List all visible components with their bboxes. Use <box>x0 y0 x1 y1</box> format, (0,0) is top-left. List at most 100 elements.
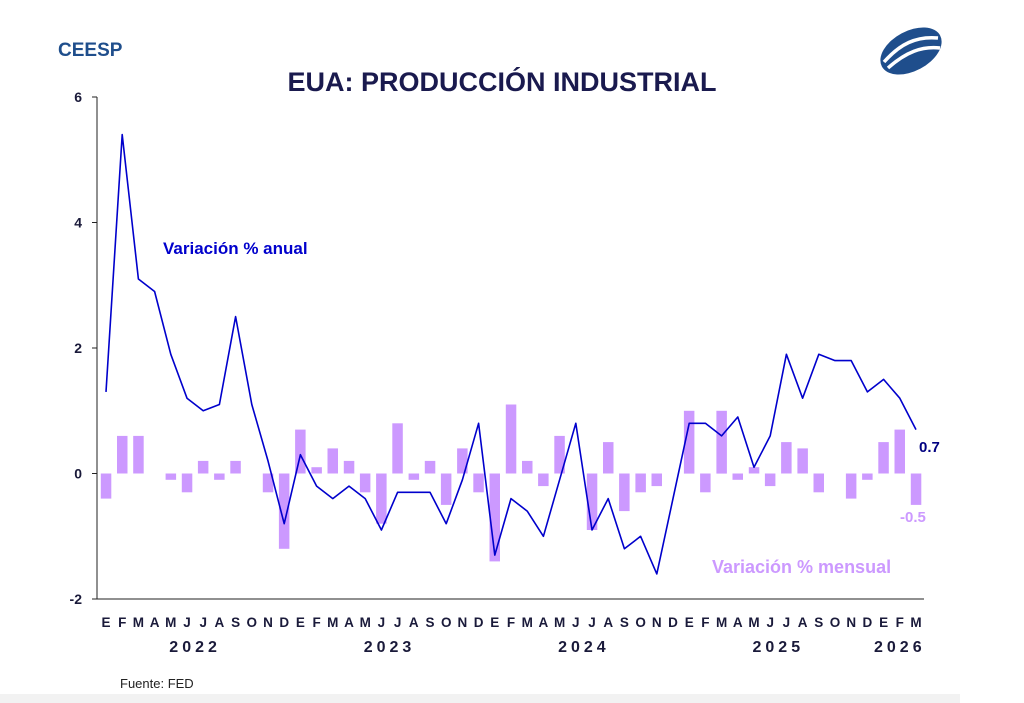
month-label: M <box>522 615 533 630</box>
month-label: F <box>701 615 709 630</box>
month-label: N <box>458 615 468 630</box>
month-label: F <box>118 615 126 630</box>
bar-mensual <box>262 473 274 493</box>
month-label: S <box>814 615 823 630</box>
month-label: O <box>635 615 646 630</box>
ceesp-logo-icon <box>880 27 942 75</box>
month-label: J <box>766 615 774 630</box>
bar-mensual <box>424 460 436 474</box>
bar-mensual <box>457 448 468 474</box>
month-label: A <box>150 615 160 630</box>
month-label: A <box>539 615 549 630</box>
bar-mensual <box>473 473 484 493</box>
bottom-strip <box>0 694 960 703</box>
month-label: D <box>863 615 873 630</box>
month-label: D <box>668 615 678 630</box>
bar-mensual <box>133 435 144 474</box>
month-label: E <box>490 615 499 630</box>
month-label: A <box>603 615 613 630</box>
bar-mensual <box>408 473 420 480</box>
month-label: O <box>830 615 841 630</box>
month-label: M <box>360 615 371 630</box>
bar-mensual <box>392 423 403 474</box>
bar-mensual <box>732 473 743 480</box>
bar-mensual <box>700 473 711 493</box>
source-note: Fuente: FED <box>120 676 194 691</box>
month-label: M <box>133 615 144 630</box>
bar-mensual <box>197 460 209 474</box>
month-label: S <box>231 615 240 630</box>
brand-logo-text: CEESP <box>58 40 123 61</box>
month-label: O <box>247 615 258 630</box>
month-label: J <box>378 615 386 630</box>
bar-mensual <box>619 473 630 512</box>
series-label-mensual: Variación % mensual <box>712 557 891 577</box>
year-label: 2022 <box>169 639 221 656</box>
bar-mensual <box>359 473 371 493</box>
chart-title: EUA: PRODUCCIÓN INDUSTRIAL <box>288 66 717 97</box>
bar-mensual <box>278 473 290 549</box>
month-label: A <box>409 615 419 630</box>
bar-mensual <box>214 473 225 480</box>
month-label: M <box>748 615 759 630</box>
month-label: M <box>554 615 565 630</box>
bar-mensual <box>878 442 889 474</box>
month-label: A <box>215 615 225 630</box>
month-label: J <box>199 615 207 630</box>
month-label: A <box>733 615 743 630</box>
bar-mensual <box>862 473 873 480</box>
y-tick-label: 6 <box>74 89 82 105</box>
bar-mensual <box>489 473 500 562</box>
y-tick-label: 0 <box>74 466 82 482</box>
bar-mensual <box>440 473 452 505</box>
bar-mensual <box>295 429 306 474</box>
year-label: 2025 <box>753 639 805 656</box>
month-label: M <box>910 615 921 630</box>
month-label: J <box>588 615 596 630</box>
bar-mensual <box>311 467 322 474</box>
bar-mensual <box>716 410 727 474</box>
last-value-mensual: -0.5 <box>900 509 926 526</box>
month-label: J <box>183 615 191 630</box>
month-label: S <box>620 615 629 630</box>
bar-mensual <box>165 473 177 480</box>
series-label-anual: Variación % anual <box>163 239 308 258</box>
month-label: O <box>441 615 452 630</box>
y-tick-label: 4 <box>74 215 82 231</box>
bar-mensual <box>327 448 338 474</box>
bar-mensual <box>522 460 533 474</box>
month-label: A <box>798 615 808 630</box>
line-anual <box>105 133 917 575</box>
month-label: E <box>296 615 305 630</box>
bar-mensual <box>683 410 695 474</box>
bar-mensual <box>554 435 565 474</box>
bar-mensual <box>181 473 193 493</box>
bar-mensual <box>813 473 824 493</box>
month-label: E <box>101 615 110 630</box>
month-label: A <box>344 615 354 630</box>
year-label: 2024 <box>558 639 610 656</box>
bar-mensual <box>376 473 387 524</box>
month-label: E <box>879 615 888 630</box>
year-label: 2023 <box>364 639 416 656</box>
bar-mensual <box>748 467 760 474</box>
month-label: J <box>572 615 580 630</box>
bar-mensual <box>894 429 905 474</box>
bar-mensual <box>764 473 776 487</box>
bar-mensual <box>117 435 128 474</box>
month-label: J <box>394 615 402 630</box>
y-tick-label: -2 <box>70 591 83 607</box>
month-label: N <box>652 615 662 630</box>
bar-mensual <box>910 473 922 505</box>
bar-mensual <box>797 448 808 474</box>
month-label: F <box>507 615 515 630</box>
bar-mensual <box>230 460 241 474</box>
bar-mensual <box>343 460 355 474</box>
last-value-anual: 0.7 <box>919 439 940 456</box>
month-label: M <box>716 615 727 630</box>
bar-mensual <box>845 473 857 499</box>
month-label: M <box>327 615 338 630</box>
bar-mensual <box>505 404 517 474</box>
year-label: 2026 <box>874 639 926 656</box>
